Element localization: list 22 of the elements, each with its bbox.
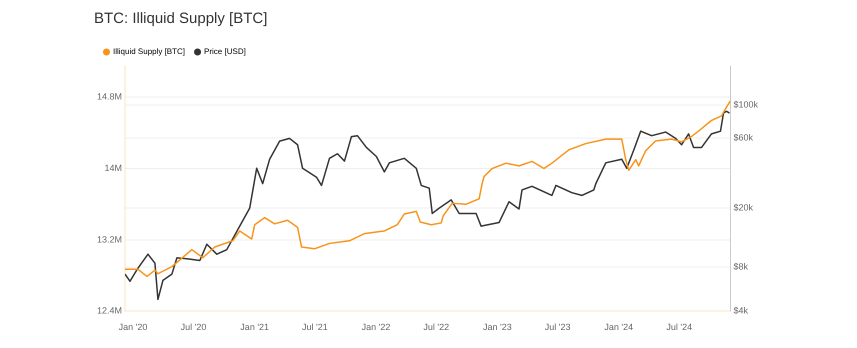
x-tick-label: Jan '20 [118,322,148,332]
y2-tick-label: $100k [733,100,758,110]
x-tick-label: Jul '22 [423,322,450,332]
y-tick-label: 14M [104,163,122,174]
x-tick-label: Jul '23 [544,322,570,332]
y-tick-label: 14.8M [97,92,122,102]
legend-label: Price [USD] [204,47,246,56]
y2-tick-label: $20k [733,202,754,213]
x-tick-label: Jul '21 [302,322,328,332]
y2-tick-label: $4k [733,306,748,316]
chart-title: BTC: Illiquid Supply [BTC] [94,10,268,28]
x-tick-label: Jan '24 [604,322,634,332]
y-tick-label: 12.4M [97,306,122,316]
legend-label: Illiquid Supply [BTC] [113,47,186,56]
x-tick-label: Jan '23 [483,322,512,332]
x-tick-label: Jan '21 [240,322,270,332]
x-tick-label: Jul '20 [180,322,206,332]
x-tick-label: Jan '22 [362,322,390,332]
y2-tick-label: $60k [733,132,754,142]
y-tick-label: 13.2M [97,234,122,244]
x-tick-label: Jul '24 [666,322,692,332]
y2-tick-label: $8k [733,261,748,272]
